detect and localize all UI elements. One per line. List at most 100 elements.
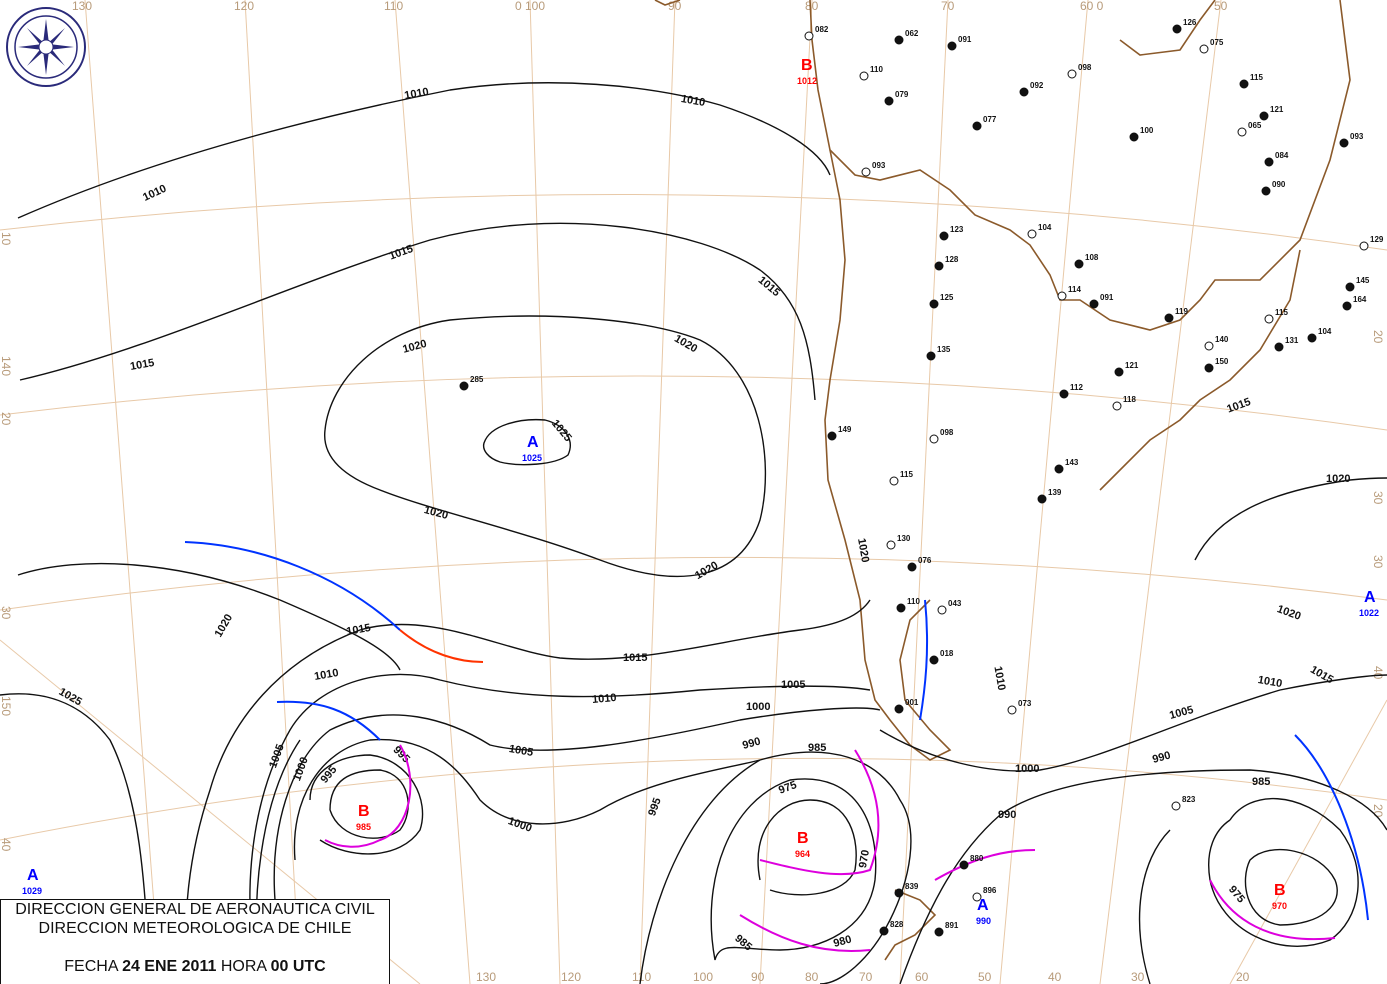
station-pressure: 110 [907, 597, 920, 606]
station-cloud-cover-icon [1112, 401, 1122, 411]
station-cloud-cover-icon [889, 476, 899, 486]
isobar-label: 1020 [213, 612, 236, 639]
station-pressure: 285 [470, 375, 484, 384]
chart-title-box: DIRECCION GENERAL DE AERONAUTICA CIVIL D… [0, 899, 390, 984]
isobar-label: 975 [777, 779, 798, 797]
lat-label: 150 [0, 696, 13, 716]
time-value: 00 UTC [270, 958, 326, 975]
station-cloud-cover-icon [1342, 301, 1352, 311]
svg-text:1025: 1025 [522, 453, 542, 463]
low-center: B 964 [795, 830, 810, 859]
station-cloud-cover-icon [939, 231, 949, 241]
station-cloud-cover-icon [1019, 87, 1029, 97]
station-cloud-cover-icon [1129, 132, 1139, 142]
station-pressure: 150 [1215, 357, 1229, 366]
station-pressure: 135 [937, 345, 951, 354]
occluded-front [1209, 879, 1336, 941]
date-label: FECHA [64, 958, 118, 975]
station-cloud-cover-icon [1307, 333, 1317, 343]
station-cloud-cover-icon [926, 351, 936, 361]
station-cloud-cover-icon [1171, 801, 1181, 811]
isobar-label: 1010 [1257, 674, 1283, 690]
station-cloud-cover-icon [804, 31, 814, 41]
station-pressure: 880 [970, 854, 984, 863]
svg-text:985: 985 [356, 822, 371, 832]
lat-label: 30 [1371, 491, 1385, 505]
isobar-label: 985 [732, 932, 754, 953]
isobar-label: 1005 [781, 679, 805, 691]
station-cloud-cover-icon [1345, 282, 1355, 292]
svg-text:B: B [797, 830, 809, 847]
station-pressure: 073 [1018, 699, 1032, 708]
lat-label: 30 [0, 606, 13, 620]
lon-label: 110 [632, 970, 651, 984]
isobar-label: 985 [1252, 776, 1270, 788]
station-cloud-cover-icon [1054, 464, 1064, 474]
station-pressure: 082 [815, 25, 829, 34]
station-pressure: 065 [1248, 121, 1262, 130]
station-cloud-cover-icon [1359, 241, 1369, 251]
station-cloud-cover-icon [1089, 299, 1099, 309]
lat-label: 40 [1371, 666, 1385, 680]
station-pressure: 891 [945, 921, 959, 930]
station-pressure: 115 [1250, 73, 1263, 82]
station-cloud-cover-icon [1114, 367, 1124, 377]
lat-label: 20 [0, 412, 13, 426]
station-pressure: 145 [1356, 276, 1370, 285]
isobar-label: 1015 [623, 652, 647, 664]
lat-label: 10 [0, 232, 13, 246]
isobar-label: 990 [741, 736, 762, 752]
isobar-label: 970 [857, 849, 872, 869]
station-pressure: 839 [905, 882, 919, 891]
lat-label: 30 [1371, 555, 1385, 569]
station-cloud-cover-icon [1264, 314, 1274, 324]
isobar-label: 1020 [423, 504, 450, 522]
svg-text:B: B [801, 57, 813, 74]
org-line-1: DIRECCION GENERAL DE AERONAUTICA CIVIL [15, 901, 375, 918]
cold-front [184, 541, 401, 631]
isobar-label: 1015 [756, 274, 782, 299]
isobar-label: 1020 [401, 338, 428, 356]
station-pressure: 121 [1125, 361, 1139, 370]
station-cloud-cover-icon [1339, 138, 1349, 148]
station-cloud-cover-icon [1074, 259, 1084, 269]
station-cloud-cover-icon [947, 41, 957, 51]
station-cloud-cover-icon [1239, 79, 1249, 89]
svg-text:1029: 1029 [22, 886, 42, 896]
svg-text:1022: 1022 [1359, 608, 1379, 618]
station-pressure: 130 [897, 534, 911, 543]
station-cloud-cover-icon [1259, 111, 1269, 121]
lat-label: 20 [1371, 330, 1385, 344]
time-label: HORA [220, 958, 267, 975]
station-pressure: 121 [1270, 105, 1284, 114]
isobar-label: 1020 [672, 333, 699, 356]
station-pressure: 108 [1085, 253, 1099, 262]
station-cloud-cover-icon [959, 860, 969, 870]
isobars [0, 82, 1387, 984]
station-plots: 082 062 091 110 079 077 098 092 100 093 123 128 104 1… [459, 18, 1384, 937]
station-pressure: 823 [1182, 795, 1196, 804]
station-pressure: 110 [870, 65, 883, 74]
occluded-front [324, 744, 412, 848]
station-cloud-cover-icon [827, 431, 837, 441]
station-cloud-cover-icon [1204, 363, 1214, 373]
isobar-label: 1015 [129, 357, 155, 373]
station-cloud-cover-icon [884, 96, 894, 106]
svg-text:B: B [358, 803, 370, 820]
lat-label: 140 [0, 356, 13, 376]
station-pressure: 114 [1068, 285, 1081, 294]
cold-front [276, 700, 381, 741]
isobar-label: 1010 [592, 692, 617, 706]
station-cloud-cover-icon [1204, 341, 1214, 351]
isobar-label: 1015 [345, 622, 371, 638]
station-pressure: 828 [890, 920, 904, 929]
lon-label: 100 [693, 970, 713, 984]
station-pressure: 112 [1070, 383, 1083, 392]
station-cloud-cover-icon [894, 704, 904, 714]
station-pressure: 131 [1285, 336, 1299, 345]
lon-label: 60 0 [1080, 0, 1104, 13]
station-pressure: 090 [1272, 180, 1286, 189]
occluded-front [934, 849, 1036, 881]
